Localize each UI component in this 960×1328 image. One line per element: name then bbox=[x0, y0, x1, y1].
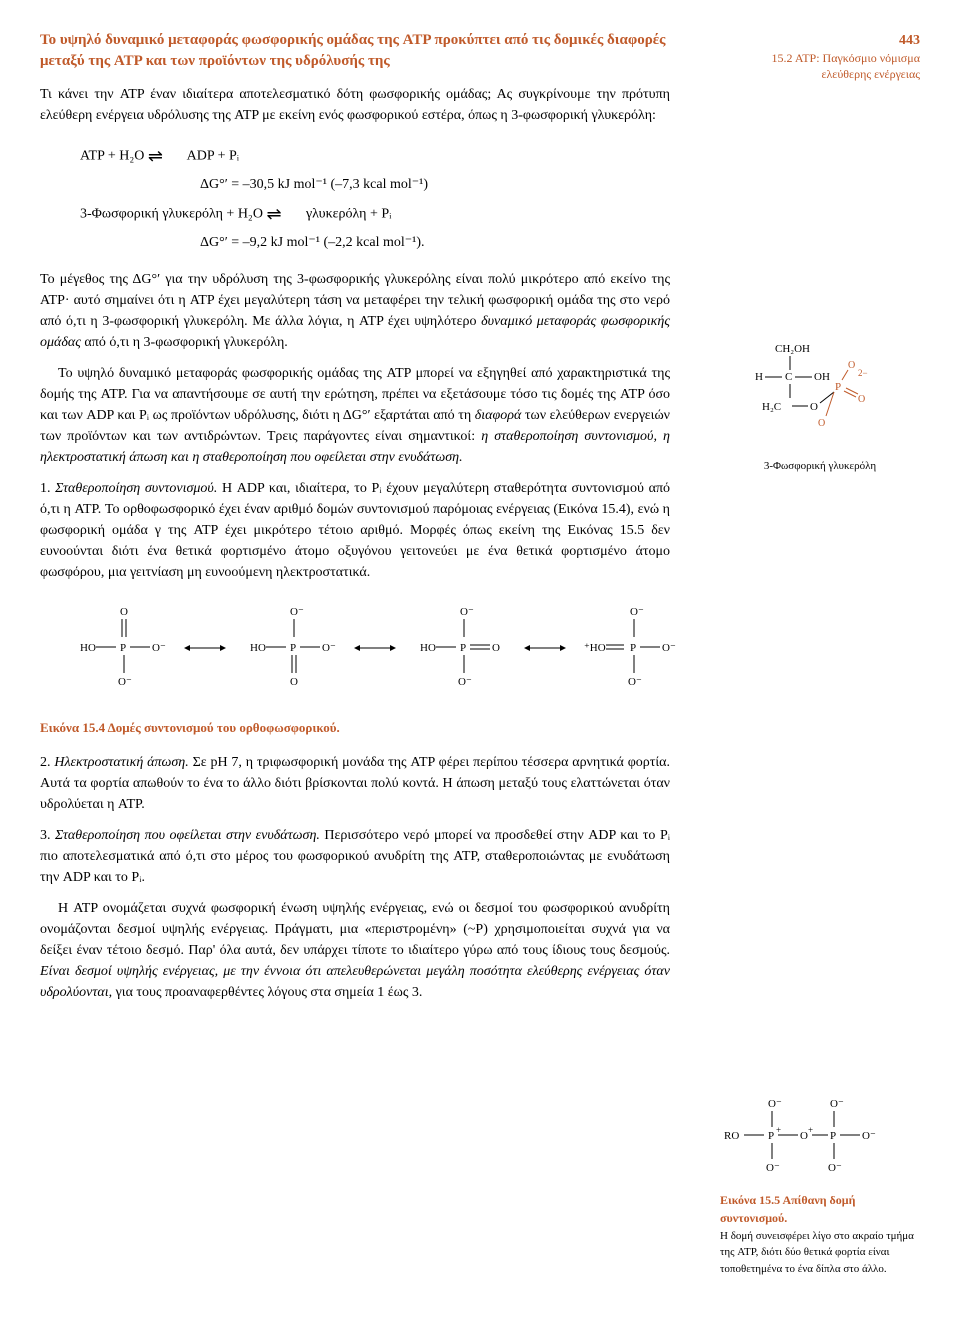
svg-text:HO: HO bbox=[420, 642, 436, 654]
eq1-right: ADP + Pᵢ bbox=[187, 148, 239, 163]
svg-text:O⁻: O⁻ bbox=[628, 676, 642, 688]
svg-text:H₂C: H₂C bbox=[762, 401, 781, 413]
eq1-left: ATP + H₂O bbox=[80, 148, 144, 163]
figure-15-4-caption: Εικόνα 15.4 Δομές συντονισμού του ορθοφω… bbox=[40, 718, 920, 738]
svg-text:O: O bbox=[848, 360, 855, 371]
svg-text:P: P bbox=[835, 381, 841, 393]
equation-line-1: ATP + H₂O ADP + Pᵢ bbox=[80, 140, 670, 172]
svg-text:P: P bbox=[290, 642, 296, 654]
svg-text:O: O bbox=[858, 394, 865, 405]
paragraph-3: Το υψηλό δυναμικό μεταφοράς φωσφορικής ο… bbox=[40, 363, 670, 468]
svg-text:C: C bbox=[785, 371, 792, 383]
item2-num: 2. bbox=[40, 755, 54, 770]
svg-text:O⁻: O⁻ bbox=[830, 1098, 844, 1110]
page-number: 443 bbox=[740, 30, 920, 51]
eq3-left: 3-Φωσφορική γλυκερόλη + H₂O bbox=[80, 206, 263, 221]
fig-15-5-svg: O⁻ P + RO O + O⁻ P O⁻ O⁻ O⁻ bbox=[720, 1095, 900, 1185]
svg-text:HO: HO bbox=[80, 642, 96, 654]
intro-paragraph: Τι κάνει την ATP έναν ιδιαίτερα αποτελεσ… bbox=[40, 84, 670, 126]
list-item-3: 3. Σταθεροποίηση που οφείλεται στην ενυδ… bbox=[40, 825, 670, 888]
equation-line-3: 3-Φωσφορική γλυκερόλη + H₂O γλυκερόλη + … bbox=[80, 198, 670, 230]
para2-end: από ό,τι η 3-φωσφορική γλυκερόλη. bbox=[81, 335, 288, 350]
item3-num: 3. bbox=[40, 828, 55, 843]
svg-text:P: P bbox=[120, 642, 126, 654]
svg-text:O⁻: O⁻ bbox=[768, 1098, 782, 1110]
eq3-right: γλυκερόλη + Pᵢ bbox=[306, 206, 392, 221]
item3-head: Σταθεροποίηση που οφείλεται στην ενυδάτω… bbox=[55, 828, 320, 843]
fig-15-5-body: Η δομή συνεισφέρει λίγο στο ακραίο τμήμα… bbox=[720, 1228, 920, 1278]
list-item-2: 2. Ηλεκτροστατική άπωση. Σε pH 7, η τριφ… bbox=[40, 752, 670, 815]
section-reference: 15.2 ATP: Παγκόσμιο νόμισμα ελεύθερης εν… bbox=[740, 51, 920, 82]
final-end: για τους προαναφερθέντες λόγους στα σημε… bbox=[112, 985, 422, 1000]
svg-text:O: O bbox=[120, 606, 128, 618]
final-text: Η ATP ονομάζεται συχνά φωσφορική ένωση υ… bbox=[40, 901, 670, 958]
svg-text:P: P bbox=[460, 642, 466, 654]
item2-head: Ηλεκτροστατική άπωση. bbox=[54, 755, 188, 770]
svg-text:OH: OH bbox=[814, 371, 830, 383]
svg-text:+: + bbox=[776, 1125, 781, 1135]
svg-text:P: P bbox=[830, 1130, 836, 1142]
glycerol-label: 3-Φωσφορική γλυκερόλη bbox=[720, 458, 920, 475]
item1-head: Σταθεροποίηση συντονισμού. bbox=[55, 481, 217, 496]
final-paragraph: Η ATP ονομάζεται συχνά φωσφορική ένωση υ… bbox=[40, 898, 670, 1003]
svg-text:O⁻: O⁻ bbox=[322, 642, 336, 654]
svg-text:O⁻: O⁻ bbox=[828, 1162, 842, 1174]
equilibrium-arrow-icon bbox=[148, 140, 184, 172]
svg-text:O: O bbox=[492, 642, 500, 654]
equilibrium-arrow-icon bbox=[266, 198, 302, 230]
item1-num: 1. bbox=[40, 481, 55, 496]
svg-text:O⁻: O⁻ bbox=[290, 606, 304, 618]
svg-text:O⁻: O⁻ bbox=[766, 1162, 780, 1174]
resonance-svg: O P HO O⁻ O⁻ O⁻ P bbox=[40, 603, 740, 703]
svg-text:O: O bbox=[290, 676, 298, 688]
side-figure-glycerol: CH₂OH H C OH H₂C O P O O O bbox=[720, 340, 920, 474]
svg-text:O⁻: O⁻ bbox=[152, 642, 166, 654]
svg-text:+: + bbox=[808, 1125, 813, 1135]
svg-text:O⁻: O⁻ bbox=[118, 676, 132, 688]
svg-text:HO: HO bbox=[250, 642, 266, 654]
svg-text:CH₂OH: CH₂OH bbox=[775, 343, 810, 355]
equation-line-2: ΔG°′ = –30,5 kJ mol⁻¹ (–7,3 kcal mol⁻¹) bbox=[200, 172, 670, 197]
svg-text:O⁻: O⁻ bbox=[460, 606, 474, 618]
svg-text:RO: RO bbox=[724, 1130, 739, 1142]
side-figure-15-5: O⁻ P + RO O + O⁻ P O⁻ O⁻ O⁻ bbox=[720, 1095, 920, 1277]
svg-text:O⁻: O⁻ bbox=[630, 606, 644, 618]
svg-text:O: O bbox=[800, 1130, 808, 1142]
svg-text:H: H bbox=[755, 371, 763, 383]
svg-text:2−: 2− bbox=[858, 368, 868, 378]
resonance-figure: O P HO O⁻ O⁻ O⁻ P bbox=[40, 603, 920, 710]
svg-text:O⁻: O⁻ bbox=[458, 676, 472, 688]
svg-text:⁺HO: ⁺HO bbox=[584, 642, 606, 654]
equation-line-4: ΔG°′ = –9,2 kJ mol⁻¹ (–2,2 kcal mol⁻¹). bbox=[200, 230, 670, 255]
page-header: 443 15.2 ATP: Παγκόσμιο νόμισμα ελεύθερη… bbox=[740, 30, 920, 82]
glycerol-structure-svg: CH₂OH H C OH H₂C O P O O O bbox=[720, 340, 880, 450]
equation-block: ATP + H₂O ADP + Pᵢ ΔG°′ = –30,5 kJ mol⁻¹… bbox=[80, 140, 670, 255]
fig155-caption-text: Εικόνα 15.5 Απίθανη δομή συντονισμού. bbox=[720, 1193, 855, 1226]
svg-text:O⁻: O⁻ bbox=[862, 1130, 876, 1142]
fig-15-5-caption: Εικόνα 15.5 Απίθανη δομή συντονισμού. bbox=[720, 1191, 920, 1228]
paragraph-2: Το μέγεθος της ΔG°′ για την υδρόλυση της… bbox=[40, 269, 670, 353]
main-column-lower: 2. Ηλεκτροστατική άπωση. Σε pH 7, η τριφ… bbox=[40, 752, 670, 1003]
main-column: Το υψηλό δυναμικό μεταφοράς φωσφορικής ο… bbox=[40, 30, 670, 583]
svg-text:P: P bbox=[630, 642, 636, 654]
svg-text:O: O bbox=[818, 418, 825, 429]
svg-text:O: O bbox=[810, 401, 818, 413]
svg-text:O⁻: O⁻ bbox=[662, 642, 676, 654]
list-item-1: 1. Σταθεροποίηση συντονισμού. Η ADP και,… bbox=[40, 478, 670, 583]
svg-text:P: P bbox=[768, 1130, 774, 1142]
section-title: Το υψηλό δυναμικό μεταφοράς φωσφορικής ο… bbox=[40, 30, 670, 72]
para3-em1: διαφορά bbox=[475, 408, 522, 423]
